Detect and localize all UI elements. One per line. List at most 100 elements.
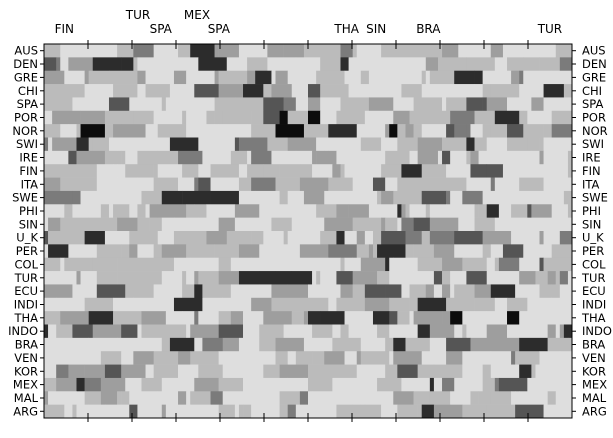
heatmap-cell <box>238 231 252 245</box>
heatmap-cell <box>251 110 264 125</box>
heatmap-cell <box>121 244 130 259</box>
heatmap-cell <box>60 124 69 138</box>
heatmap-cell <box>104 404 122 419</box>
heatmap-cell <box>360 257 386 272</box>
heatmap-cell <box>360 137 382 152</box>
heatmap-cell <box>173 257 191 272</box>
heatmap-cell <box>405 70 423 85</box>
heatmap-cell <box>52 137 77 152</box>
heatmap-cell <box>385 124 390 138</box>
heatmap-cell <box>344 311 374 325</box>
heatmap-cell <box>352 271 378 285</box>
heatmap-cell <box>141 244 154 259</box>
heatmap-cell <box>186 391 191 405</box>
heatmap-cell <box>48 137 53 152</box>
heatmap-cell <box>182 190 211 205</box>
heatmap-cell <box>364 44 382 58</box>
heatmap-cell <box>210 177 240 192</box>
heatmap-cell <box>340 391 366 405</box>
heatmap-cell <box>299 177 329 192</box>
heatmap-cell <box>141 311 167 325</box>
heatmap-cell <box>194 377 219 392</box>
heatmap-cell <box>230 257 252 272</box>
heatmap-cell <box>563 84 573 98</box>
heatmap-cell <box>291 110 309 125</box>
heatmap-cell <box>328 150 337 165</box>
heatmap-cell <box>295 204 317 218</box>
heatmap-cell <box>352 284 366 299</box>
heatmap-cell <box>372 311 390 325</box>
heatmap-cell <box>332 377 349 392</box>
heatmap-cell <box>490 84 520 98</box>
heatmap-cell <box>372 177 386 192</box>
heatmap-cell <box>287 404 297 419</box>
heatmap-cell <box>336 271 353 285</box>
heatmap-cell <box>454 324 463 339</box>
heatmap-cell <box>178 391 187 405</box>
heatmap-cell <box>243 311 264 325</box>
heatmap-cell <box>519 70 524 85</box>
heatmap-cell <box>559 351 573 365</box>
heatmap-cell <box>389 124 398 138</box>
row-label-left: MEX <box>13 378 38 392</box>
heatmap-cell <box>271 297 301 312</box>
right-row-labels: AUSDENGRECHISPAPORNORSWIIREFINITASWEPHIS… <box>581 44 612 419</box>
heatmap-cell <box>96 284 126 299</box>
heatmap-cell <box>328 244 358 259</box>
heatmap-cell <box>64 70 85 85</box>
heatmap-cell <box>312 164 333 178</box>
heatmap-cell <box>401 84 423 98</box>
heatmap-cell <box>190 324 219 339</box>
heatmap-cell <box>80 271 98 285</box>
heatmap-cell <box>458 217 467 232</box>
heatmap-cell <box>515 97 532 112</box>
heatmap-cell <box>454 284 463 299</box>
heatmap-cell <box>352 177 374 192</box>
heatmap-cell <box>149 217 163 232</box>
heatmap-cell <box>442 44 459 58</box>
top-column-label: MEX <box>184 8 210 22</box>
heatmap-cell <box>210 164 240 178</box>
heatmap-cell <box>466 97 483 112</box>
heatmap-cell <box>559 284 573 299</box>
heatmap-cell <box>462 311 475 325</box>
heatmap-cell <box>470 150 479 165</box>
heatmap-cell <box>210 190 240 205</box>
heatmap-cell <box>364 297 390 312</box>
heatmap-cell <box>169 110 183 125</box>
heatmap-cell <box>466 137 475 152</box>
heatmap-cell <box>178 177 195 192</box>
heatmap-cell <box>364 231 374 245</box>
heatmap-cell <box>113 204 130 218</box>
heatmap-cell <box>507 150 532 165</box>
heatmap-cell <box>405 204 410 218</box>
heatmap-cell <box>519 110 524 125</box>
heatmap-cell <box>299 391 309 405</box>
heatmap-cell <box>360 70 370 85</box>
heatmap-cell <box>173 217 199 232</box>
heatmap-cell <box>291 84 309 98</box>
heatmap-cell <box>377 324 390 339</box>
heatmap-cell <box>279 231 284 245</box>
heatmap-cell <box>44 404 65 419</box>
row-label-right: NOR <box>582 124 608 138</box>
heatmap-cell <box>474 70 483 85</box>
heatmap-cell <box>328 124 358 138</box>
top-column-label: FIN <box>55 22 74 36</box>
heatmap-cell <box>466 324 488 339</box>
heatmap-cell <box>259 324 284 339</box>
heatmap-cell <box>393 257 418 272</box>
heatmap-cell <box>190 351 219 365</box>
heatmap-cell <box>507 137 528 152</box>
heatmap-cell <box>519 337 548 352</box>
heatmap-cell <box>238 190 244 205</box>
heatmap-cell <box>336 204 349 218</box>
heatmap-cell <box>555 324 561 339</box>
heatmap-cell <box>295 57 321 72</box>
heatmap-cell <box>381 231 406 245</box>
heatmap-cell <box>563 324 573 339</box>
heatmap-cell <box>551 244 573 259</box>
heatmap-cell <box>543 150 552 165</box>
heatmap-cell <box>454 244 483 259</box>
heatmap-cell <box>88 137 94 152</box>
